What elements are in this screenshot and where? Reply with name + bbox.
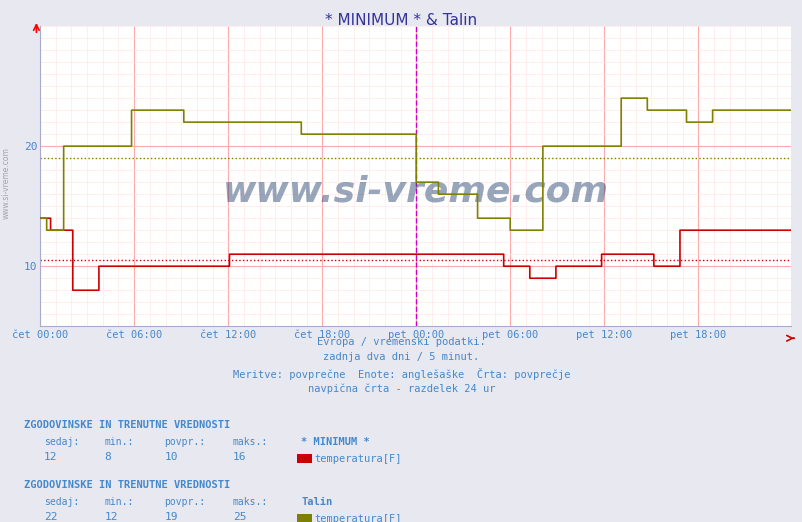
Text: temperatura[F]: temperatura[F] <box>314 454 402 464</box>
Text: min.:: min.: <box>104 437 134 447</box>
Text: 19: 19 <box>164 512 178 521</box>
Text: sedaj:: sedaj: <box>44 437 79 447</box>
Text: 10: 10 <box>164 452 178 461</box>
Text: ZGODOVINSKE IN TRENUTNE VREDNOSTI: ZGODOVINSKE IN TRENUTNE VREDNOSTI <box>24 420 230 430</box>
Text: ZGODOVINSKE IN TRENUTNE VREDNOSTI: ZGODOVINSKE IN TRENUTNE VREDNOSTI <box>24 480 230 490</box>
Text: www.si-vreme.com: www.si-vreme.com <box>222 174 608 208</box>
Text: www.si-vreme.com: www.si-vreme.com <box>2 147 11 219</box>
Text: maks.:: maks.: <box>233 497 268 507</box>
Text: zadnja dva dni / 5 minut.: zadnja dva dni / 5 minut. <box>323 352 479 362</box>
Text: 12: 12 <box>104 512 118 521</box>
Text: temperatura[F]: temperatura[F] <box>314 514 402 522</box>
Text: sedaj:: sedaj: <box>44 497 79 507</box>
Text: 25: 25 <box>233 512 246 521</box>
Text: 22: 22 <box>44 512 58 521</box>
Text: 12: 12 <box>44 452 58 461</box>
Text: * MINIMUM *: * MINIMUM * <box>301 437 370 447</box>
Text: maks.:: maks.: <box>233 437 268 447</box>
Text: 16: 16 <box>233 452 246 461</box>
Text: Meritve: povprečne  Enote: anglešaške  Črta: povprečje: Meritve: povprečne Enote: anglešaške Črt… <box>233 368 569 380</box>
Text: povpr.:: povpr.: <box>164 437 205 447</box>
Text: povpr.:: povpr.: <box>164 497 205 507</box>
Text: navpična črta - razdelek 24 ur: navpična črta - razdelek 24 ur <box>307 384 495 394</box>
Text: 8: 8 <box>104 452 111 461</box>
Text: min.:: min.: <box>104 497 134 507</box>
Text: * MINIMUM * & Talin: * MINIMUM * & Talin <box>325 13 477 28</box>
Text: Evropa / vremenski podatki.: Evropa / vremenski podatki. <box>317 337 485 347</box>
Text: Talin: Talin <box>301 497 332 507</box>
